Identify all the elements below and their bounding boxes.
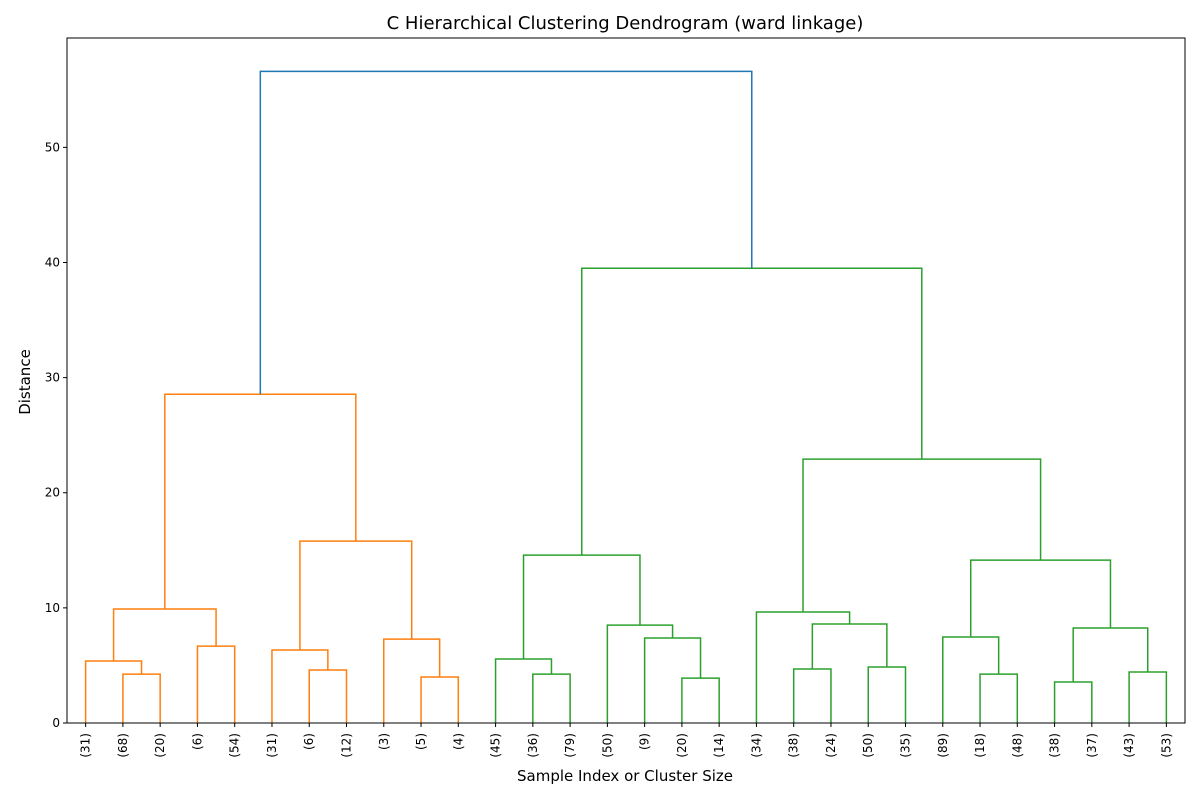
leaf-label: (43) — [1122, 733, 1136, 758]
dendrogram-link — [755, 611, 851, 723]
leaf-label: (34) — [749, 733, 763, 758]
dendrogram-link — [494, 658, 553, 723]
leaf-label: (68) — [116, 733, 130, 758]
leaf-label: (89) — [936, 733, 950, 758]
dendrogram-link — [122, 673, 161, 723]
leaf-label: (50) — [600, 733, 614, 758]
leaf-label: (5) — [414, 733, 428, 750]
dendrogram-link — [383, 638, 441, 723]
dendrogram-link — [606, 624, 674, 723]
y-axis-label: Distance — [16, 349, 34, 415]
dendrogram-link — [867, 666, 907, 723]
y-tick-label: 40 — [45, 255, 60, 269]
leaf-label: (24) — [824, 733, 838, 758]
leaf-label: (35) — [899, 733, 913, 758]
dendrogram-link — [299, 540, 413, 651]
dendrogram-link — [532, 673, 571, 723]
y-tick-label: 10 — [45, 601, 60, 615]
leaf-label: (54) — [228, 733, 242, 758]
leaf-label: (12) — [340, 733, 354, 758]
leaf-label: (31) — [265, 733, 279, 758]
dendrogram-link — [1072, 627, 1149, 683]
leaf-label: (20) — [675, 733, 689, 758]
dendrogram-link — [164, 393, 357, 610]
dendrogram-link — [1128, 671, 1168, 723]
dendrogram-link — [942, 636, 1000, 723]
leaf-label: (37) — [1085, 733, 1099, 758]
leaf-label: (6) — [302, 733, 316, 750]
dendrogram-link — [271, 649, 329, 723]
x-axis-label: Sample Index or Cluster Size — [517, 767, 733, 785]
leaf-label: (50) — [861, 733, 875, 758]
dendrogram-link — [643, 637, 702, 723]
y-tick-label: 30 — [45, 371, 60, 385]
leaf-label: (20) — [153, 733, 167, 758]
plot-frame — [66, 37, 1186, 724]
leaf-label: (53) — [1159, 733, 1173, 758]
leaf-label: (48) — [1010, 733, 1024, 758]
leaf-label: (3) — [377, 733, 391, 750]
leaf-label: (79) — [563, 733, 577, 758]
leaf-label: (9) — [638, 733, 652, 750]
leaf-label: (18) — [973, 733, 987, 758]
dendrogram-link — [969, 559, 1112, 638]
dendrogram-link — [802, 458, 1042, 613]
y-tick-label: 50 — [45, 140, 60, 154]
dendrogram-link — [580, 267, 923, 556]
dendrogram-link — [792, 668, 832, 723]
dendrogram-link — [979, 673, 1019, 723]
leaf-label: (14) — [712, 733, 726, 758]
chart-title: C Hierarchical Clustering Dendrogram (wa… — [387, 13, 864, 34]
dendrogram-link — [811, 623, 888, 670]
dendrogram-link — [259, 70, 753, 395]
dendrogram-link — [112, 608, 217, 662]
dendrogram-link — [420, 676, 460, 723]
leaf-label: (36) — [526, 733, 540, 758]
dendrogram-link — [522, 554, 641, 659]
leaf-label: (31) — [79, 733, 93, 758]
leaf-label: (38) — [787, 733, 801, 758]
dendrogram-link — [308, 669, 348, 723]
leaf-label: (4) — [451, 733, 465, 750]
leaf-label: (38) — [1048, 733, 1062, 758]
y-tick-label: 0 — [52, 716, 60, 730]
dendrogram-link — [681, 677, 720, 723]
leaf-label: (6) — [190, 733, 204, 750]
dendrogram-link — [84, 660, 143, 723]
dendrogram-link — [196, 645, 236, 723]
leaf-label: (45) — [489, 733, 503, 758]
y-tick-label: 20 — [45, 486, 60, 500]
dendrogram-link — [1053, 681, 1093, 723]
